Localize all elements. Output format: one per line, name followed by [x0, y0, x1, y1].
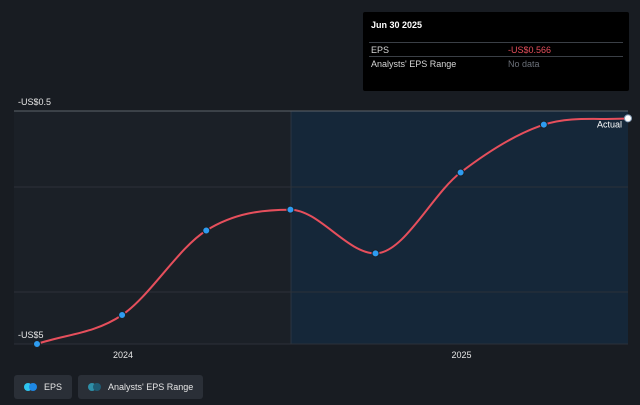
eps-data-point [33, 340, 41, 348]
tooltip-date: Jun 30 2025 [371, 20, 423, 30]
eps-points [33, 114, 632, 348]
legend-range-button[interactable]: Analysts' EPS Range [78, 375, 204, 399]
tooltip-range-value: No data [508, 59, 540, 69]
past-region [14, 111, 291, 344]
eps-data-point [371, 249, 380, 258]
tooltip-eps-label: EPS [371, 45, 390, 55]
tooltip-row-eps: EPS -US$0.566 [369, 42, 623, 57]
eps-data-point [456, 168, 465, 177]
hover-tooltip: Jun 30 2025 EPS -US$0.566 Analysts' EPS … [363, 12, 629, 91]
legend: EPS Analysts' EPS Range [14, 375, 204, 399]
eps-data-point [539, 120, 548, 129]
range-legend-icon [88, 383, 102, 391]
eps-data-point [624, 114, 632, 123]
eps-series-line [36, 117, 629, 345]
legend-eps-label: EPS [44, 382, 63, 392]
x-tick-labels: 2024 2025 [113, 350, 472, 360]
legend-eps-button[interactable]: EPS [14, 375, 73, 399]
future-region [291, 111, 628, 344]
eps-data-point [286, 205, 295, 214]
y-tick-label: -US$5 [18, 330, 44, 340]
x-tick-label: 2024 [113, 350, 133, 360]
eps-legend-icon [24, 383, 38, 391]
x-tick-label: 2025 [452, 350, 472, 360]
actual-annotation: Actual [597, 119, 622, 129]
tooltip-eps-value: -US$0.566 [508, 45, 552, 55]
y-tick-labels: -US$0.5 -US$5 [18, 97, 51, 340]
legend-range-label: Analysts' EPS Range [108, 382, 194, 392]
tooltip-range-label: Analysts' EPS Range [371, 59, 457, 69]
eps-data-point [118, 310, 127, 319]
grid-layer [14, 110, 628, 345]
tooltip-row-range: Analysts' EPS Range No data [369, 56, 623, 71]
eps-data-point [202, 226, 211, 235]
y-tick-label: -US$0.5 [18, 97, 51, 107]
